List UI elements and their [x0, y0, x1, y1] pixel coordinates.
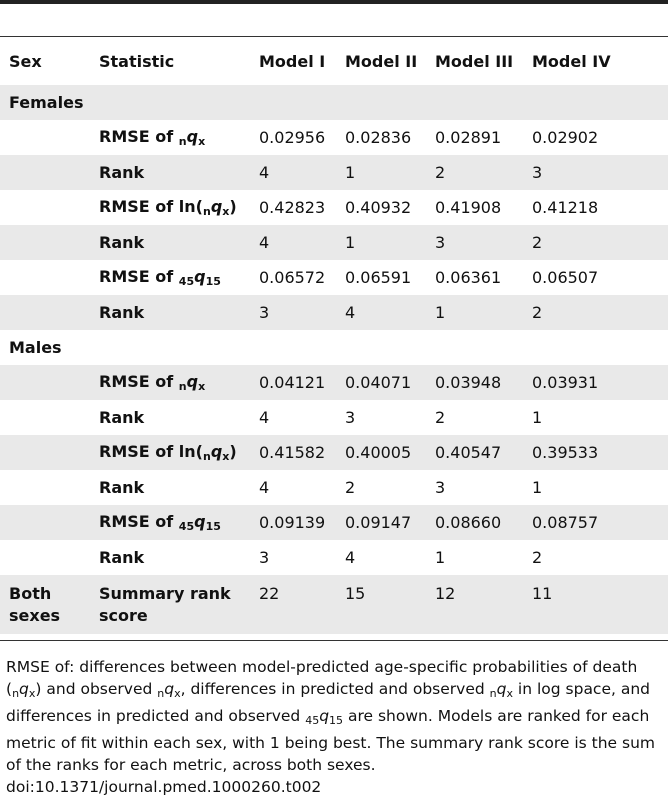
table-cell: 1 [426, 540, 523, 575]
table-row: RMSE of nqx 0.04121 0.04071 0.03948 0.03… [0, 365, 668, 400]
stat-rmse-45q15: RMSE of 45q15 [90, 260, 250, 295]
stat-rank: Rank [90, 155, 250, 190]
table-cell: 4 [250, 155, 336, 190]
table-row: Rank 4 1 3 2 [0, 225, 668, 260]
stat-rmse-nqx: RMSE of nqx [90, 120, 250, 155]
table-cell: 0.06591 [336, 260, 426, 295]
summary-row: Both sexes Summary rank score 22 15 12 11 [0, 575, 668, 634]
stat-rank: Rank [90, 400, 250, 435]
table-cell: 2 [523, 225, 668, 260]
table-row: RMSE of nqx 0.02956 0.02836 0.02891 0.02… [0, 120, 668, 155]
table-row: Rank 3 4 1 2 [0, 295, 668, 330]
table-cell: 0.39533 [523, 435, 668, 470]
table-cell: 1 [523, 400, 668, 435]
table-cell: 3 [523, 155, 668, 190]
table-cell: 0.41218 [523, 190, 668, 225]
table-cell: 4 [250, 470, 336, 505]
doi-text: doi:10.1371/journal.pmed.1000260.t002 [6, 778, 322, 796]
header-model-2: Model II [345, 51, 418, 71]
table-bottom-rule [0, 640, 668, 641]
stat-rmse-nqx: RMSE of nqx [90, 365, 250, 400]
table-row: Rank 3 4 1 2 [0, 540, 668, 575]
table-cell: 0.40932 [336, 190, 426, 225]
table-row: Rank 4 2 3 1 [0, 470, 668, 505]
table-cell: 3 [426, 470, 523, 505]
table-cell: 1 [336, 155, 426, 190]
table-cell: 2 [336, 470, 426, 505]
table-row: RMSE of 45q15 0.09139 0.09147 0.08660 0.… [0, 505, 668, 540]
header-model-3: Model III [435, 51, 514, 71]
summary-cell: 12 [426, 575, 523, 634]
table-cell: 0.08660 [426, 505, 523, 540]
table-cell: 0.02836 [336, 120, 426, 155]
top-border [0, 0, 668, 4]
table-cell: 2 [426, 155, 523, 190]
table-row: RMSE of ln(nqx) 0.42823 0.40932 0.41908 … [0, 190, 668, 225]
table-cell: 0.09147 [336, 505, 426, 540]
table-cell: 0.03931 [523, 365, 668, 400]
section-row-females: Females [0, 85, 668, 120]
table-cell: 2 [426, 400, 523, 435]
header-statistic: Statistic [99, 51, 175, 71]
table-cell: 0.41908 [426, 190, 523, 225]
summary-sex-label: Both sexes [0, 575, 90, 634]
table-cell: 0.06507 [523, 260, 668, 295]
table-cell: 0.42823 [250, 190, 336, 225]
section-label-females: Females [0, 85, 90, 120]
table-cell: 0.09139 [250, 505, 336, 540]
summary-cell: 15 [336, 575, 426, 634]
header-model-4: Model IV [532, 51, 611, 71]
table-cell: 3 [250, 295, 336, 330]
table-row: RMSE of ln(nqx) 0.41582 0.40005 0.40547 … [0, 435, 668, 470]
table-cell: 4 [336, 295, 426, 330]
summary-stat-label: Summary rank score [90, 575, 250, 634]
rmse-table: Sex Statistic Model I Model II Model III… [0, 37, 668, 634]
stat-rmse-45q15: RMSE of 45q15 [90, 505, 250, 540]
table-cell: 0.04071 [336, 365, 426, 400]
section-row-males: Males [0, 330, 668, 365]
table-row: Rank 4 1 2 3 [0, 155, 668, 190]
stat-rank: Rank [90, 540, 250, 575]
table-cell: 0.40005 [336, 435, 426, 470]
table-cell: 0.41582 [250, 435, 336, 470]
table-cell: 0.06572 [250, 260, 336, 295]
stat-rank: Rank [90, 225, 250, 260]
table-cell: 1 [336, 225, 426, 260]
table-cell: 0.02891 [426, 120, 523, 155]
table-cell: 0.02902 [523, 120, 668, 155]
table-cell: 2 [523, 540, 668, 575]
header-row: Sex Statistic Model I Model II Model III… [0, 37, 668, 85]
header-sex: Sex [9, 51, 42, 71]
table-cell: 0.06361 [426, 260, 523, 295]
table-cell: 4 [250, 400, 336, 435]
table-cell: 0.40547 [426, 435, 523, 470]
summary-cell: 11 [523, 575, 668, 634]
table-footnote: RMSE of: differences between model-predi… [6, 658, 656, 796]
header-model-1: Model I [259, 51, 326, 71]
summary-cell: 22 [250, 575, 336, 634]
table-cell: 0.08757 [523, 505, 668, 540]
section-label-males: Males [0, 330, 90, 365]
table-cell: 3 [250, 540, 336, 575]
table-cell: 2 [523, 295, 668, 330]
header-top-rule [0, 36, 668, 37]
stat-rank: Rank [90, 470, 250, 505]
stat-rmse-ln-nqx: RMSE of ln(nqx) [90, 435, 250, 470]
stat-rank: Rank [90, 295, 250, 330]
table-cell: 1 [523, 470, 668, 505]
stat-rmse-ln-nqx: RMSE of ln(nqx) [90, 190, 250, 225]
table-cell: 1 [426, 295, 523, 330]
table-cell: 0.02956 [250, 120, 336, 155]
table-cell: 4 [336, 540, 426, 575]
table-cell: 3 [336, 400, 426, 435]
table-cell: 3 [426, 225, 523, 260]
table-row: Rank 4 3 2 1 [0, 400, 668, 435]
table-cell: 4 [250, 225, 336, 260]
table-row: RMSE of 45q15 0.06572 0.06591 0.06361 0.… [0, 260, 668, 295]
table-cell: 0.03948 [426, 365, 523, 400]
table-cell: 0.04121 [250, 365, 336, 400]
